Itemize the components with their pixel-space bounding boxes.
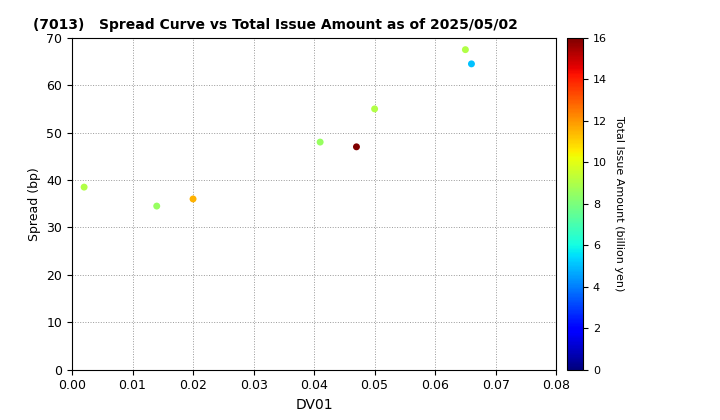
Point xyxy=(459,46,471,53)
Text: (7013)   Spread Curve vs Total Issue Amount as of 2025/05/02: (7013) Spread Curve vs Total Issue Amoun… xyxy=(33,18,518,32)
Point xyxy=(187,196,199,202)
Point xyxy=(78,184,90,190)
Point xyxy=(315,139,326,145)
Point xyxy=(466,60,477,67)
Y-axis label: Spread (bp): Spread (bp) xyxy=(28,167,41,241)
Point xyxy=(351,144,362,150)
X-axis label: DV01: DV01 xyxy=(295,398,333,412)
Point xyxy=(151,203,163,210)
Y-axis label: Total Issue Amount (billion yen): Total Issue Amount (billion yen) xyxy=(613,116,624,291)
Point xyxy=(369,105,380,112)
